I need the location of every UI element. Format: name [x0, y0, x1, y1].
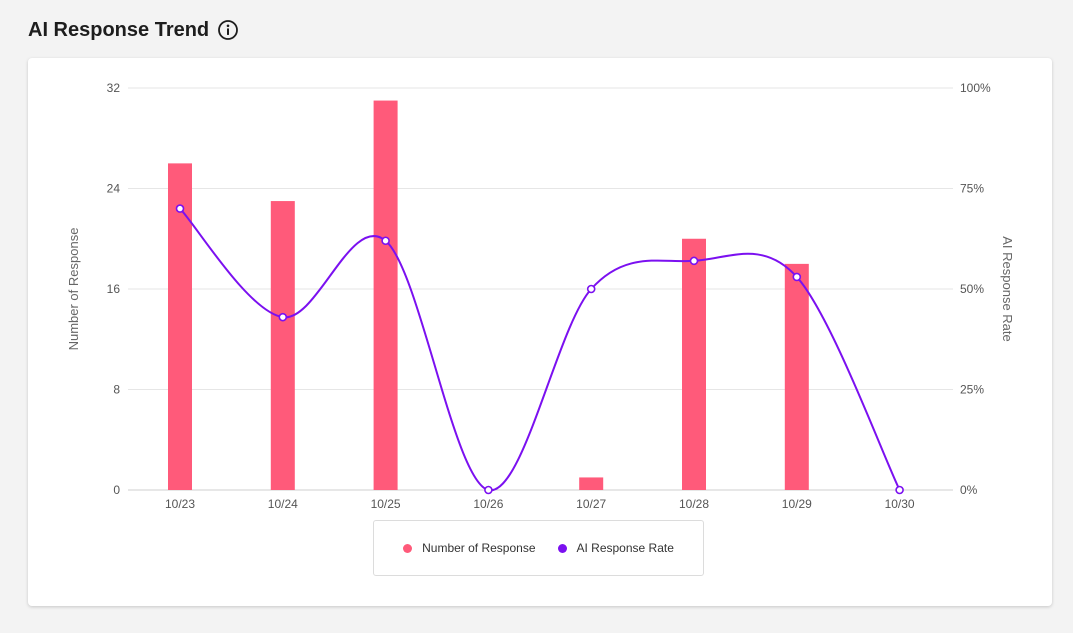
bar [579, 477, 604, 490]
legend-swatch-line [557, 543, 567, 553]
x-tick-label: 10/23 [165, 497, 195, 511]
legend-swatch-bar [403, 543, 413, 553]
x-tick-label: 10/24 [268, 497, 298, 511]
y-tick-label: 8 [113, 383, 120, 397]
y-axis-title: Number of Response [66, 228, 81, 351]
y-tick-label: 32 [107, 81, 121, 95]
y2-axis-title: AI Response Rate [1000, 236, 1015, 342]
y2-tick-label: 50% [960, 282, 984, 296]
legend-item-ai-response-rate[interactable]: AI Response Rate [557, 541, 674, 555]
combo-chart: 0 8 16 24 32 0% 25% 50% 75% 100% Number of Respons… [66, 81, 1015, 511]
rate-point [278, 312, 288, 322]
rate-point [484, 485, 493, 495]
y2-tick-label: 75% [960, 182, 984, 196]
bar [784, 263, 809, 490]
bar [682, 238, 706, 490]
x-tick-label: 10/25 [371, 497, 401, 511]
y-tick-label: 24 [107, 182, 121, 196]
rate-point [586, 284, 596, 294]
rate-point [175, 204, 185, 213]
bar [373, 100, 398, 490]
rate-point [792, 272, 802, 282]
rate-point [895, 485, 904, 495]
x-tick-label: 10/30 [885, 497, 915, 511]
y2-tick-label: 25% [960, 383, 984, 397]
y2-tick-label: 0% [960, 483, 978, 497]
x-tick-label: 10/28 [679, 497, 709, 511]
y-tick-label: 16 [107, 282, 121, 296]
page-title: AI Response Trend [28, 18, 210, 41]
rate-point [689, 256, 699, 266]
x-tick-label: 10/27 [576, 497, 606, 511]
rate-point [381, 236, 390, 246]
y2-tick-label: 100% [960, 81, 991, 95]
header: AI Response Trend [28, 14, 239, 46]
legend-label: AI Response Rate [576, 541, 674, 555]
x-tick-label: 10/29 [782, 497, 812, 511]
chart-legend: Number of Response AI Response Rate [373, 520, 704, 576]
bar [270, 201, 295, 490]
info-circle-icon[interactable] [217, 19, 239, 41]
x-tick-label: 10/26 [473, 497, 503, 511]
chart-card: 0 8 16 24 32 0% 25% 50% 75% 100% Number of Respons… [28, 58, 1052, 606]
legend-label: Number of Response [422, 541, 536, 555]
legend-item-number-of-response[interactable]: Number of Response [403, 541, 536, 555]
y-tick-label: 0 [113, 483, 120, 497]
